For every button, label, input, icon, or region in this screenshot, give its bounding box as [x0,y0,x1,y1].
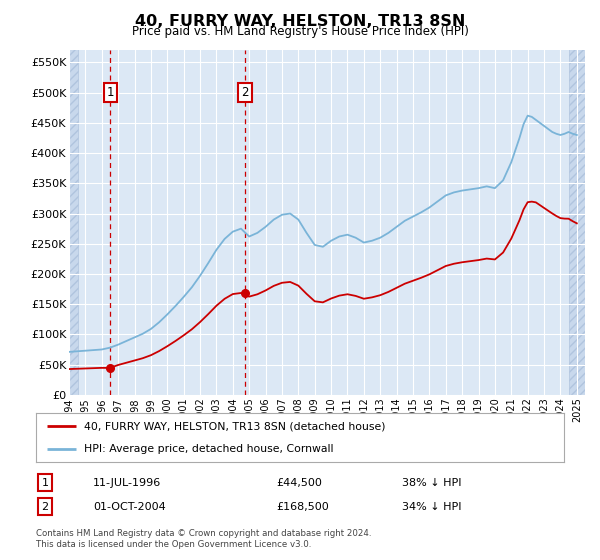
Text: £44,500: £44,500 [276,478,322,488]
Text: 2: 2 [41,502,49,512]
Text: 1: 1 [107,86,114,99]
Text: 11-JUL-1996: 11-JUL-1996 [93,478,161,488]
Text: 40, FURRY WAY, HELSTON, TR13 8SN (detached house): 40, FURRY WAY, HELSTON, TR13 8SN (detach… [83,421,385,431]
Text: 2: 2 [241,86,249,99]
Text: Price paid vs. HM Land Registry's House Price Index (HPI): Price paid vs. HM Land Registry's House … [131,25,469,38]
Bar [569,44,593,395]
Text: 1: 1 [41,478,49,488]
Text: £168,500: £168,500 [276,502,329,512]
Text: 40, FURRY WAY, HELSTON, TR13 8SN: 40, FURRY WAY, HELSTON, TR13 8SN [135,14,465,29]
Bar [69,44,78,395]
Text: 01-OCT-2004: 01-OCT-2004 [93,502,166,512]
Text: 34% ↓ HPI: 34% ↓ HPI [402,502,461,512]
Text: 38% ↓ HPI: 38% ↓ HPI [402,478,461,488]
Text: Contains HM Land Registry data © Crown copyright and database right 2024.
This d: Contains HM Land Registry data © Crown c… [36,529,371,549]
Text: HPI: Average price, detached house, Cornwall: HPI: Average price, detached house, Corn… [83,444,333,454]
